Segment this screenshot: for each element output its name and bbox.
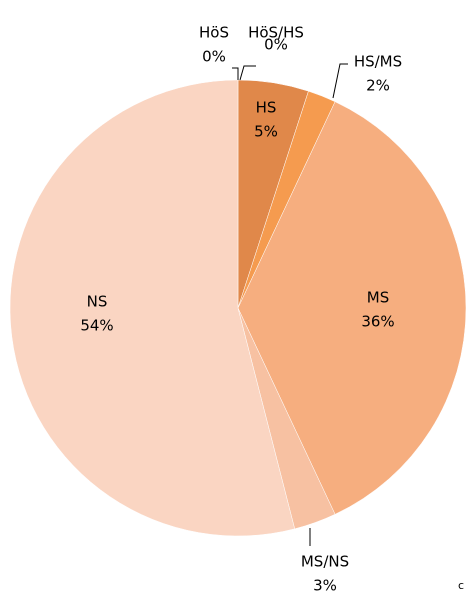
category-label: HöS/HS [248,24,304,42]
slices [9,79,466,537]
value-label: 5% [254,123,278,141]
value-label: 3% [313,577,337,595]
leader-line [239,65,256,81]
value-label: 0% [264,36,288,54]
category-label: MS [367,289,389,307]
category-label: NS [87,293,108,311]
category-label: MS/NS [301,553,349,571]
slice [9,79,296,537]
value-label: 36% [361,313,394,331]
value-label: 54% [80,317,113,335]
category-label: HöS [199,24,229,42]
footnote: c [458,579,464,592]
value-label: 2% [366,77,390,95]
category-label: HS/MS [354,53,402,71]
leader-line [332,63,348,99]
category-label: HS [256,99,277,117]
value-label: 0% [202,48,226,66]
labels: HöS0%HöS/HS0%HS5%HS/MS2%MS36%MS/NS3%NS54… [80,24,402,595]
leader-line [232,67,239,80]
